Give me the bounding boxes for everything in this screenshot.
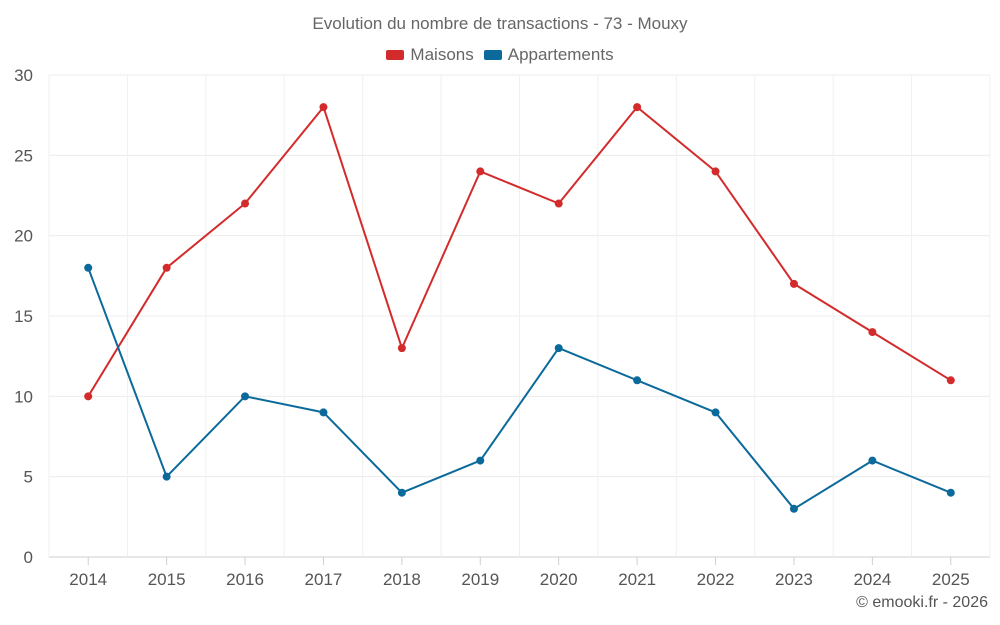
series-line-maisons	[87, 106, 952, 397]
y-tick-label: 20	[14, 227, 33, 246]
legend-label-appartements: Appartements	[507, 45, 614, 64]
data-point-maisons	[319, 103, 328, 112]
x-tick-label: 2019	[461, 570, 499, 589]
data-point-appartements	[868, 456, 877, 465]
x-tick-label: 2016	[226, 570, 264, 589]
legend-item-maisons[interactable]: Maisons	[386, 45, 474, 65]
data-point-maisons	[476, 167, 485, 176]
data-point-appartements	[241, 392, 250, 401]
x-tick-label: 2018	[383, 570, 421, 589]
series-line-appartements	[87, 267, 952, 510]
data-point-maisons	[633, 103, 642, 112]
y-tick-label: 10	[14, 387, 33, 406]
legend-swatch-appartements	[483, 50, 502, 60]
data-point-maisons	[241, 199, 250, 208]
y-tick-label: 30	[14, 66, 33, 85]
data-point-maisons	[946, 376, 955, 385]
y-tick-label: 0	[24, 548, 33, 567]
data-point-appartements	[789, 504, 798, 513]
data-point-maisons	[554, 199, 563, 208]
data-point-maisons	[789, 279, 798, 288]
data-point-appartements	[633, 376, 642, 385]
legend: Maisons Appartements	[0, 45, 1000, 65]
data-point-appartements	[162, 472, 171, 481]
data-point-appartements	[946, 488, 955, 497]
data-point-maisons	[397, 344, 406, 353]
x-tick-label: 2020	[540, 570, 578, 589]
data-point-maisons	[868, 328, 877, 337]
chart-title: Evolution du nombre de transactions - 73…	[312, 14, 688, 33]
x-tick-label: 2014	[69, 570, 107, 589]
x-tick-label: 2023	[775, 570, 813, 589]
y-tick-label: 5	[24, 468, 33, 487]
y-tick-label: 15	[14, 307, 33, 326]
x-tick-label: 2021	[618, 570, 656, 589]
data-point-maisons	[711, 167, 720, 176]
y-tick-label: 25	[14, 146, 33, 165]
data-point-maisons	[84, 392, 93, 401]
data-point-appartements	[554, 344, 563, 353]
data-point-appartements	[397, 488, 406, 497]
credit-text: © emooki.fr - 2026	[856, 594, 988, 611]
data-point-maisons	[162, 263, 171, 272]
data-point-appartements	[319, 408, 328, 417]
data-point-appartements	[476, 456, 485, 465]
legend-swatch-maisons	[386, 50, 405, 60]
x-tick-label: 2015	[148, 570, 186, 589]
x-tick-label: 2022	[697, 570, 735, 589]
x-tick-label: 2024	[853, 570, 891, 589]
data-point-appartements	[711, 408, 720, 417]
data-point-appartements	[84, 263, 93, 272]
x-tick-label: 2017	[305, 570, 343, 589]
legend-item-appartements[interactable]: Appartements	[483, 45, 614, 65]
legend-label-maisons: Maisons	[410, 45, 474, 64]
x-tick-label: 2025	[932, 570, 970, 589]
